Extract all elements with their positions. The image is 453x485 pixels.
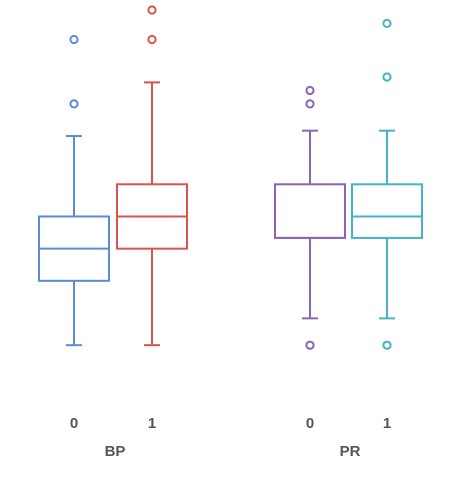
group-label-bp: BP [105, 443, 126, 460]
box-pr-1-outlier-1 [382, 72, 392, 82]
category-label-bp-0: 0 [70, 415, 78, 432]
box-pr-0-outlier-0 [305, 340, 315, 350]
box-bp-1-outlier-1 [147, 5, 157, 15]
box-pr-0-outlier-2 [305, 85, 315, 96]
box-pr-1-outlier-0 [382, 340, 392, 350]
box-pr-1-outlier-2 [382, 18, 392, 29]
box-pr-1-iqr [351, 183, 423, 239]
group-label-pr: PR [340, 443, 361, 460]
box-bp-0-outlier-0 [69, 99, 79, 109]
category-label-pr-0: 0 [306, 415, 314, 432]
box-bp-0-outlier-1 [69, 34, 79, 45]
box-pr-0-outlier-1 [305, 99, 315, 109]
category-label-bp-1: 1 [148, 415, 156, 432]
box-pr-0-iqr [274, 183, 346, 239]
box-bp-1-outlier-0 [147, 34, 157, 45]
category-label-pr-1: 1 [383, 415, 391, 432]
